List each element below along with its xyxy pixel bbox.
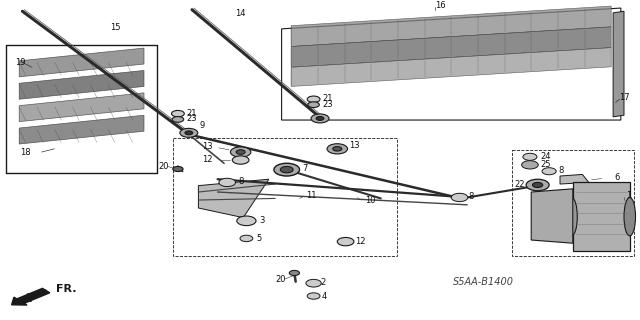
Circle shape: [172, 116, 184, 122]
Text: 11: 11: [306, 191, 316, 200]
Text: 23: 23: [322, 100, 333, 109]
Text: 5: 5: [256, 234, 261, 243]
Text: 25: 25: [541, 160, 551, 169]
Text: 7: 7: [302, 164, 307, 172]
Polygon shape: [291, 27, 611, 67]
Circle shape: [333, 147, 342, 151]
Text: 19: 19: [15, 58, 26, 67]
Ellipse shape: [566, 197, 577, 236]
Text: 8: 8: [239, 177, 244, 186]
Text: 4: 4: [322, 292, 327, 300]
Circle shape: [274, 163, 300, 176]
Polygon shape: [19, 115, 144, 144]
Text: 20: 20: [275, 275, 285, 284]
Polygon shape: [613, 11, 624, 117]
Circle shape: [180, 128, 198, 137]
Text: FR.: FR.: [56, 284, 77, 294]
Circle shape: [523, 153, 537, 160]
Text: 20: 20: [159, 162, 169, 171]
Circle shape: [173, 166, 183, 172]
Text: 16: 16: [435, 1, 446, 10]
Circle shape: [185, 131, 193, 135]
Text: 17: 17: [620, 93, 630, 102]
Text: 18: 18: [20, 148, 31, 156]
Polygon shape: [291, 6, 611, 46]
Text: 21: 21: [322, 94, 332, 103]
Polygon shape: [560, 174, 589, 184]
Circle shape: [307, 293, 320, 299]
Ellipse shape: [624, 197, 636, 236]
Circle shape: [451, 193, 468, 202]
Circle shape: [280, 166, 293, 173]
Bar: [173, 138, 397, 256]
Circle shape: [232, 156, 249, 164]
Text: 9: 9: [200, 121, 205, 130]
Text: 10: 10: [365, 196, 375, 204]
Text: 21: 21: [187, 108, 197, 117]
Text: 3: 3: [259, 216, 264, 225]
Text: 8: 8: [468, 192, 474, 201]
Text: 22: 22: [515, 180, 525, 189]
Circle shape: [237, 216, 256, 226]
Circle shape: [289, 270, 300, 276]
Circle shape: [311, 114, 329, 123]
Circle shape: [522, 161, 538, 169]
Bar: [512, 150, 634, 256]
Circle shape: [526, 179, 549, 191]
Text: 23: 23: [187, 114, 198, 123]
Circle shape: [542, 168, 556, 175]
Text: 13: 13: [202, 142, 212, 151]
Text: 15: 15: [110, 23, 120, 32]
Polygon shape: [19, 70, 144, 99]
Text: 6: 6: [614, 173, 620, 182]
Circle shape: [219, 178, 236, 187]
Circle shape: [306, 279, 321, 287]
Text: S5AA-B1400: S5AA-B1400: [452, 276, 514, 287]
Polygon shape: [573, 182, 630, 251]
Text: 14: 14: [236, 9, 246, 18]
Circle shape: [308, 102, 319, 108]
Polygon shape: [19, 48, 144, 77]
Circle shape: [316, 116, 324, 120]
Text: 12: 12: [355, 237, 365, 246]
Circle shape: [230, 147, 251, 157]
Text: 13: 13: [349, 141, 360, 150]
Text: 24: 24: [541, 152, 551, 161]
Text: 2: 2: [320, 278, 325, 287]
FancyArrow shape: [12, 288, 50, 305]
Text: 1: 1: [626, 191, 631, 200]
Circle shape: [240, 235, 253, 242]
Circle shape: [307, 96, 320, 102]
Text: 8: 8: [559, 166, 564, 175]
Text: 12: 12: [202, 155, 212, 164]
Polygon shape: [198, 179, 269, 218]
Circle shape: [532, 182, 543, 188]
Circle shape: [236, 150, 245, 154]
Polygon shape: [19, 93, 144, 122]
Polygon shape: [531, 189, 573, 243]
Circle shape: [337, 237, 354, 246]
Circle shape: [172, 110, 184, 117]
Circle shape: [327, 144, 348, 154]
Polygon shape: [291, 48, 611, 86]
